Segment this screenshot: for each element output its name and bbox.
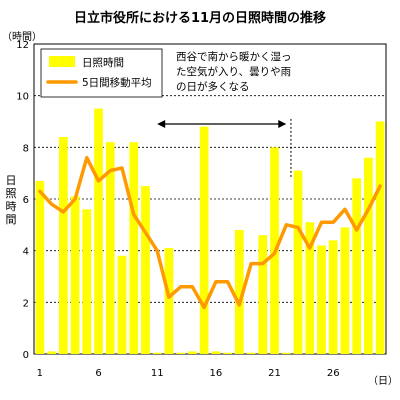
- bar: [246, 352, 256, 354]
- bar: [70, 196, 80, 354]
- y-axis-label: 日照時間: [6, 174, 17, 226]
- x-tick-label: 21: [268, 368, 281, 379]
- gridlines: [34, 95, 386, 303]
- x-tick-label: 11: [151, 368, 164, 379]
- bar: [223, 352, 232, 354]
- y-tick-label: 12: [16, 40, 29, 51]
- x-tick-label: 6: [95, 368, 101, 379]
- moving-average-line: [38, 155, 382, 310]
- annotation-arrowhead-right: [278, 120, 287, 128]
- bar: [211, 351, 221, 354]
- bar: [317, 245, 326, 354]
- x-axis-ticks: 1 6 11 16 21 26: [37, 368, 340, 379]
- y-axis-label-char: 照: [6, 187, 17, 200]
- y-axis-label-char: 日: [6, 174, 17, 187]
- annotation-line-2: た空気が入り、曇りや雨: [176, 65, 291, 78]
- bar: [199, 126, 209, 355]
- bar: [188, 351, 197, 354]
- bar: [58, 137, 68, 354]
- bar: [352, 178, 362, 354]
- y-axis-ticks: 0 2 4 6 8 10 12: [16, 40, 29, 361]
- bar: [141, 186, 150, 354]
- bar: [375, 121, 385, 354]
- annotation-arrowhead-left: [157, 120, 166, 128]
- legend: 日照時間 5日間移動平均: [40, 48, 163, 98]
- x-unit-label: （日）: [368, 375, 398, 387]
- x-tick-label: 26: [327, 368, 340, 379]
- bar: [305, 222, 315, 354]
- plot-frame: [33, 43, 387, 355]
- legend-swatch-bar: [49, 56, 75, 67]
- annotation: 西谷で南から暖かく湿っ た空気が入り、曇りや雨 の日が多くなる: [157, 50, 292, 179]
- chart-title: 日立市役所における11月の日照時間の推移: [74, 10, 326, 26]
- y-tick-label: 10: [16, 92, 29, 103]
- bar: [152, 352, 162, 354]
- bar: [35, 180, 45, 354]
- bar: [293, 170, 303, 354]
- x-tick-label: 1: [37, 368, 43, 379]
- bar: [105, 142, 115, 354]
- bar-series: [35, 108, 385, 355]
- y-axis-label-char: 時: [6, 200, 17, 213]
- legend-label-line: 5日間移動平均: [82, 76, 152, 89]
- x-tick-label: 16: [209, 368, 222, 379]
- bar: [176, 352, 186, 354]
- y-tick-label: 4: [23, 247, 29, 258]
- legend-label-bar: 日照時間: [82, 57, 124, 69]
- bar: [364, 157, 373, 354]
- y-axis-label-char: 間: [6, 213, 17, 226]
- bar: [258, 235, 268, 354]
- bar: [117, 255, 127, 354]
- y-tick-label: 8: [23, 143, 29, 154]
- y-unit-label: （時間）: [2, 31, 42, 43]
- y-tick-label: 6: [23, 195, 29, 206]
- bar: [47, 351, 56, 354]
- bar: [164, 248, 174, 354]
- y-tick-label: 0: [23, 350, 29, 361]
- bar: [129, 142, 139, 354]
- annotation-line-1: 西谷で南から暖かく湿っ: [176, 50, 292, 63]
- y-tick-label: 2: [23, 298, 29, 309]
- bar: [94, 108, 103, 354]
- bar: [234, 230, 244, 354]
- annotation-line-3: の日が多くなる: [176, 80, 250, 93]
- bar: [328, 240, 338, 354]
- bar: [340, 227, 350, 354]
- bar: [82, 209, 92, 354]
- bar: [281, 352, 291, 354]
